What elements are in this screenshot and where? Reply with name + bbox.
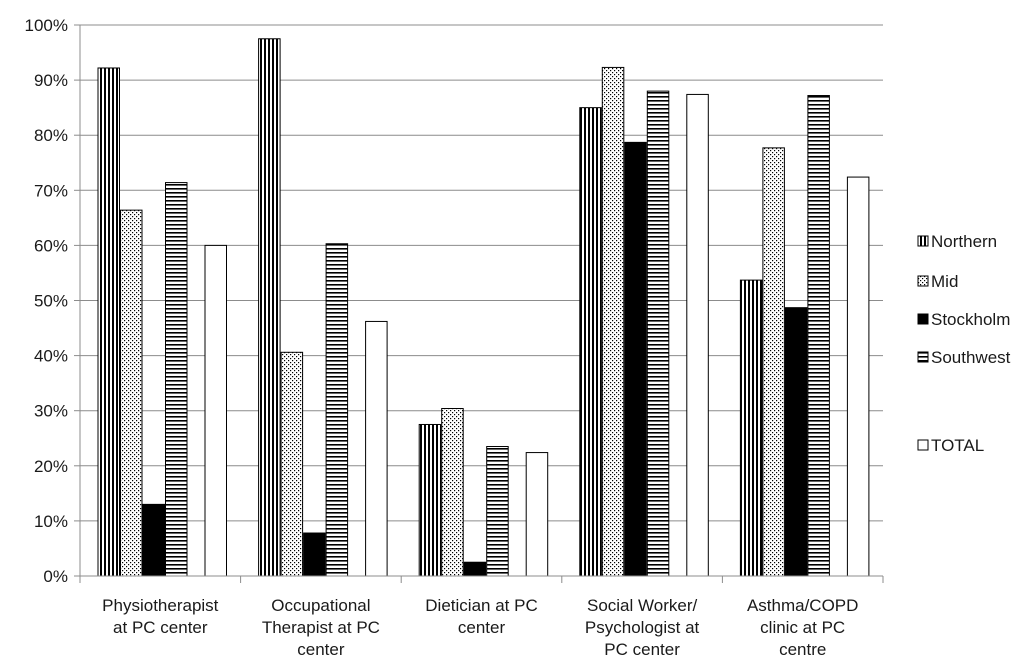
x-category-label: Physiotherapist at PC center (102, 596, 219, 637)
bar-southwest-1 (165, 182, 188, 577)
y-tick-label: 70% (34, 181, 68, 200)
legend-swatch-southwest (917, 351, 929, 363)
y-tick-label: 10% (34, 512, 68, 531)
bar-mid-5 (762, 147, 785, 577)
legend-label-stockholm: Stockholm (931, 310, 1010, 329)
legend-label-mid: Mid (931, 272, 958, 291)
bar-stockholm-1 (142, 503, 165, 577)
x-category-label: Asthma/COPD clinic at PC centre (747, 596, 858, 659)
bars (97, 38, 870, 577)
y-tick-label: 90% (34, 71, 68, 90)
bar-total-4 (686, 93, 709, 577)
bar-total-3 (525, 452, 549, 577)
bar-mid-1 (120, 209, 143, 577)
bar-northern-5 (739, 279, 763, 577)
legend-label-southwest: Southwest (931, 348, 1011, 367)
y-tick-label: 50% (34, 292, 68, 311)
bar-northern-3 (418, 423, 442, 577)
legend-swatch-total (917, 439, 929, 451)
bar-stockholm-5 (784, 307, 808, 577)
y-tick-label: 30% (34, 402, 68, 421)
y-tick-label: 80% (34, 126, 68, 145)
y-tick-label: 0% (43, 567, 68, 586)
bar-mid-4 (601, 66, 625, 577)
bar-southwest-3 (486, 446, 509, 577)
axes (79, 25, 883, 577)
bar-stockholm-4 (624, 141, 647, 577)
bar-stockholm-3 (463, 561, 487, 577)
y-tick-label: 40% (34, 347, 68, 366)
legend: Northern Mid Stockholm Southwest TOTAL (917, 232, 1011, 455)
y-axis-ticks: 0% 10% 20% 30% 40% 50% 60% 70% 80% 90% 100% (25, 16, 80, 586)
bar-total-1 (204, 244, 227, 577)
y-tick-label: 20% (34, 457, 68, 476)
x-category-label: Social Worker/Psychologist at PC center (585, 596, 700, 659)
bar-stockholm-2 (303, 532, 326, 577)
legend-swatch-northern (917, 235, 929, 247)
legend-label-northern: Northern (931, 232, 997, 251)
x-category-label: Dietician at PC center (425, 596, 537, 637)
y-tick-label: 100% (25, 16, 68, 35)
y-tick-label: 60% (34, 236, 68, 255)
bar-southwest-4 (646, 90, 670, 577)
bar-total-2 (365, 320, 388, 577)
legend-swatch-mid (917, 275, 929, 287)
legend-swatch-stockholm (917, 313, 929, 325)
x-category-label: Occupational Therapist at PC center (262, 596, 380, 659)
legend-label-total: TOTAL (931, 436, 984, 455)
bar-mid-3 (441, 407, 464, 577)
bar-northern-1 (97, 67, 120, 577)
bar-southwest-5 (807, 95, 830, 577)
bar-mid-2 (280, 351, 304, 577)
bar-northern-2 (258, 38, 281, 577)
x-axis-labels: Physiotherapist at PC center Occupational T… (79, 576, 884, 659)
bar-total-5 (846, 176, 870, 577)
bar-northern-4 (579, 107, 602, 577)
bar-southwest-2 (325, 243, 349, 577)
